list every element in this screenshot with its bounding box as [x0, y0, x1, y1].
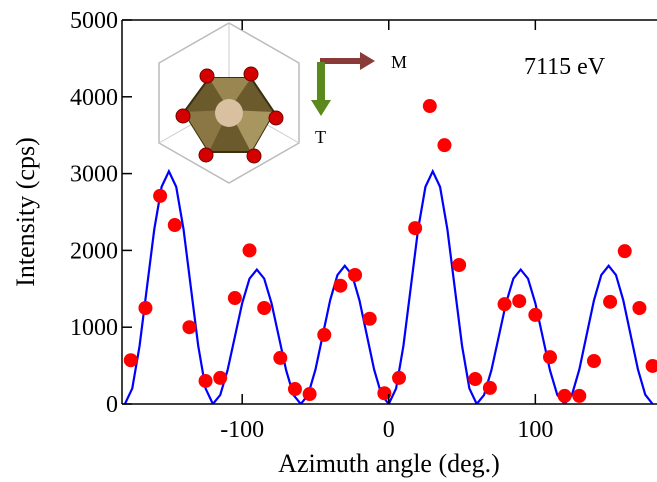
data-point	[632, 301, 647, 315]
data-point	[123, 353, 138, 368]
data-point	[617, 244, 632, 259]
data-point	[497, 297, 512, 312]
data-point	[138, 301, 153, 315]
data-point	[586, 353, 601, 368]
annotation: 7115 eV	[524, 54, 606, 80]
y-tick-label: 2000	[70, 238, 118, 264]
data-point	[213, 370, 228, 385]
data-point	[603, 294, 618, 309]
plot-area	[123, 99, 657, 404]
data-point	[182, 320, 197, 335]
data-point	[482, 380, 497, 395]
y-axis-label: Intensity (cps)	[11, 137, 40, 286]
data-point	[422, 99, 437, 114]
y-tick-label: 5000	[70, 8, 118, 34]
y-tick-label: 0	[106, 392, 118, 418]
data-point	[153, 188, 168, 203]
data-point	[408, 221, 423, 236]
x-tick-label: -100	[220, 417, 264, 443]
data-point	[257, 301, 272, 315]
data-point	[452, 257, 467, 272]
data-point	[302, 387, 317, 402]
crystal-inset	[158, 22, 300, 184]
data-point	[392, 370, 407, 385]
data-point	[198, 373, 213, 388]
data-point	[377, 386, 392, 401]
direction-arrows	[311, 52, 375, 116]
data-point	[512, 294, 527, 309]
annotation: M	[391, 52, 407, 72]
y-tick-label: 1000	[70, 315, 118, 341]
y-tick-label: 4000	[70, 85, 118, 111]
data-point	[348, 267, 363, 282]
data-point	[227, 291, 242, 306]
data-point	[362, 311, 377, 326]
data-point	[543, 350, 557, 365]
data-point	[287, 382, 302, 397]
data-point	[572, 388, 587, 403]
data-point	[645, 358, 657, 373]
data-point	[437, 138, 452, 153]
x-tick-label: 100	[517, 417, 553, 443]
fit-line	[123, 168, 654, 404]
data-point	[468, 372, 483, 387]
data-point	[557, 388, 572, 403]
data-point	[333, 278, 348, 293]
data-point	[242, 243, 257, 258]
y-tick-label: 3000	[70, 162, 118, 188]
data-point	[317, 327, 332, 342]
x-axis-label: Azimuth angle (deg.)	[278, 449, 500, 478]
data-point	[167, 218, 182, 233]
data-point	[528, 307, 543, 322]
x-tick-label: 0	[383, 417, 395, 443]
annotation: T	[315, 127, 326, 147]
data-point	[273, 350, 288, 365]
